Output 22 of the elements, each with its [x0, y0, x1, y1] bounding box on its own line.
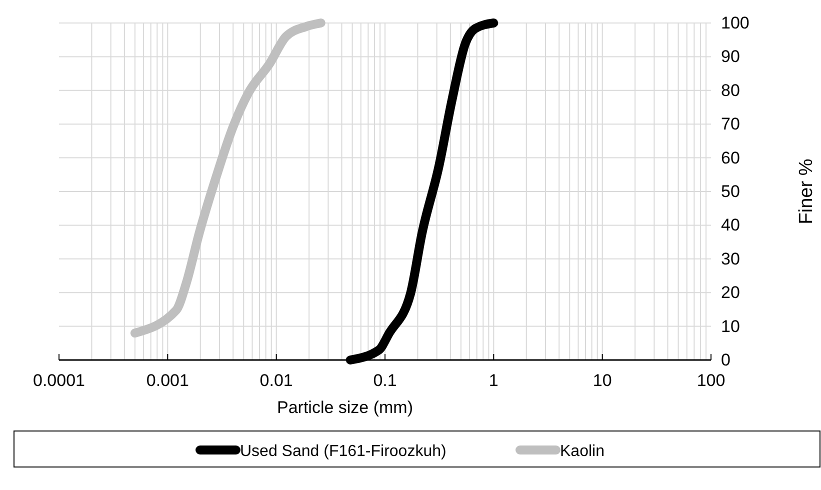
x-tick-label: 10 — [592, 371, 612, 390]
y-tick-label: 10 — [721, 316, 740, 336]
x-tick-label: 100 — [696, 371, 726, 390]
y-axis-title: Finer % — [796, 158, 817, 224]
y-tick-label: 20 — [721, 283, 740, 302]
legend-label: Kaolin — [560, 443, 604, 460]
y-tick-label: 0 — [721, 350, 730, 370]
x-tick-label: 0.1 — [373, 371, 397, 390]
x-tick-label: 0.001 — [146, 371, 189, 390]
y-tick-label: 80 — [721, 80, 740, 100]
y-tick-label: 90 — [721, 47, 740, 66]
x-tick-label: 1 — [488, 371, 498, 390]
x-tick-label: 0.01 — [260, 371, 293, 390]
y-tick-label: 50 — [721, 182, 740, 201]
y-tick-label: 40 — [721, 216, 740, 235]
y-tick-label: 60 — [721, 148, 740, 168]
x-tick-label: 0.0001 — [33, 371, 85, 390]
y-tick-label: 100 — [721, 13, 750, 32]
y-tick-label: 30 — [721, 249, 740, 268]
x-axis-title: Particle size (mm) — [276, 398, 414, 417]
y-tick-label: 70 — [721, 114, 740, 134]
legend-label: Used Sand (F161-Firoozkuh) — [240, 443, 446, 460]
